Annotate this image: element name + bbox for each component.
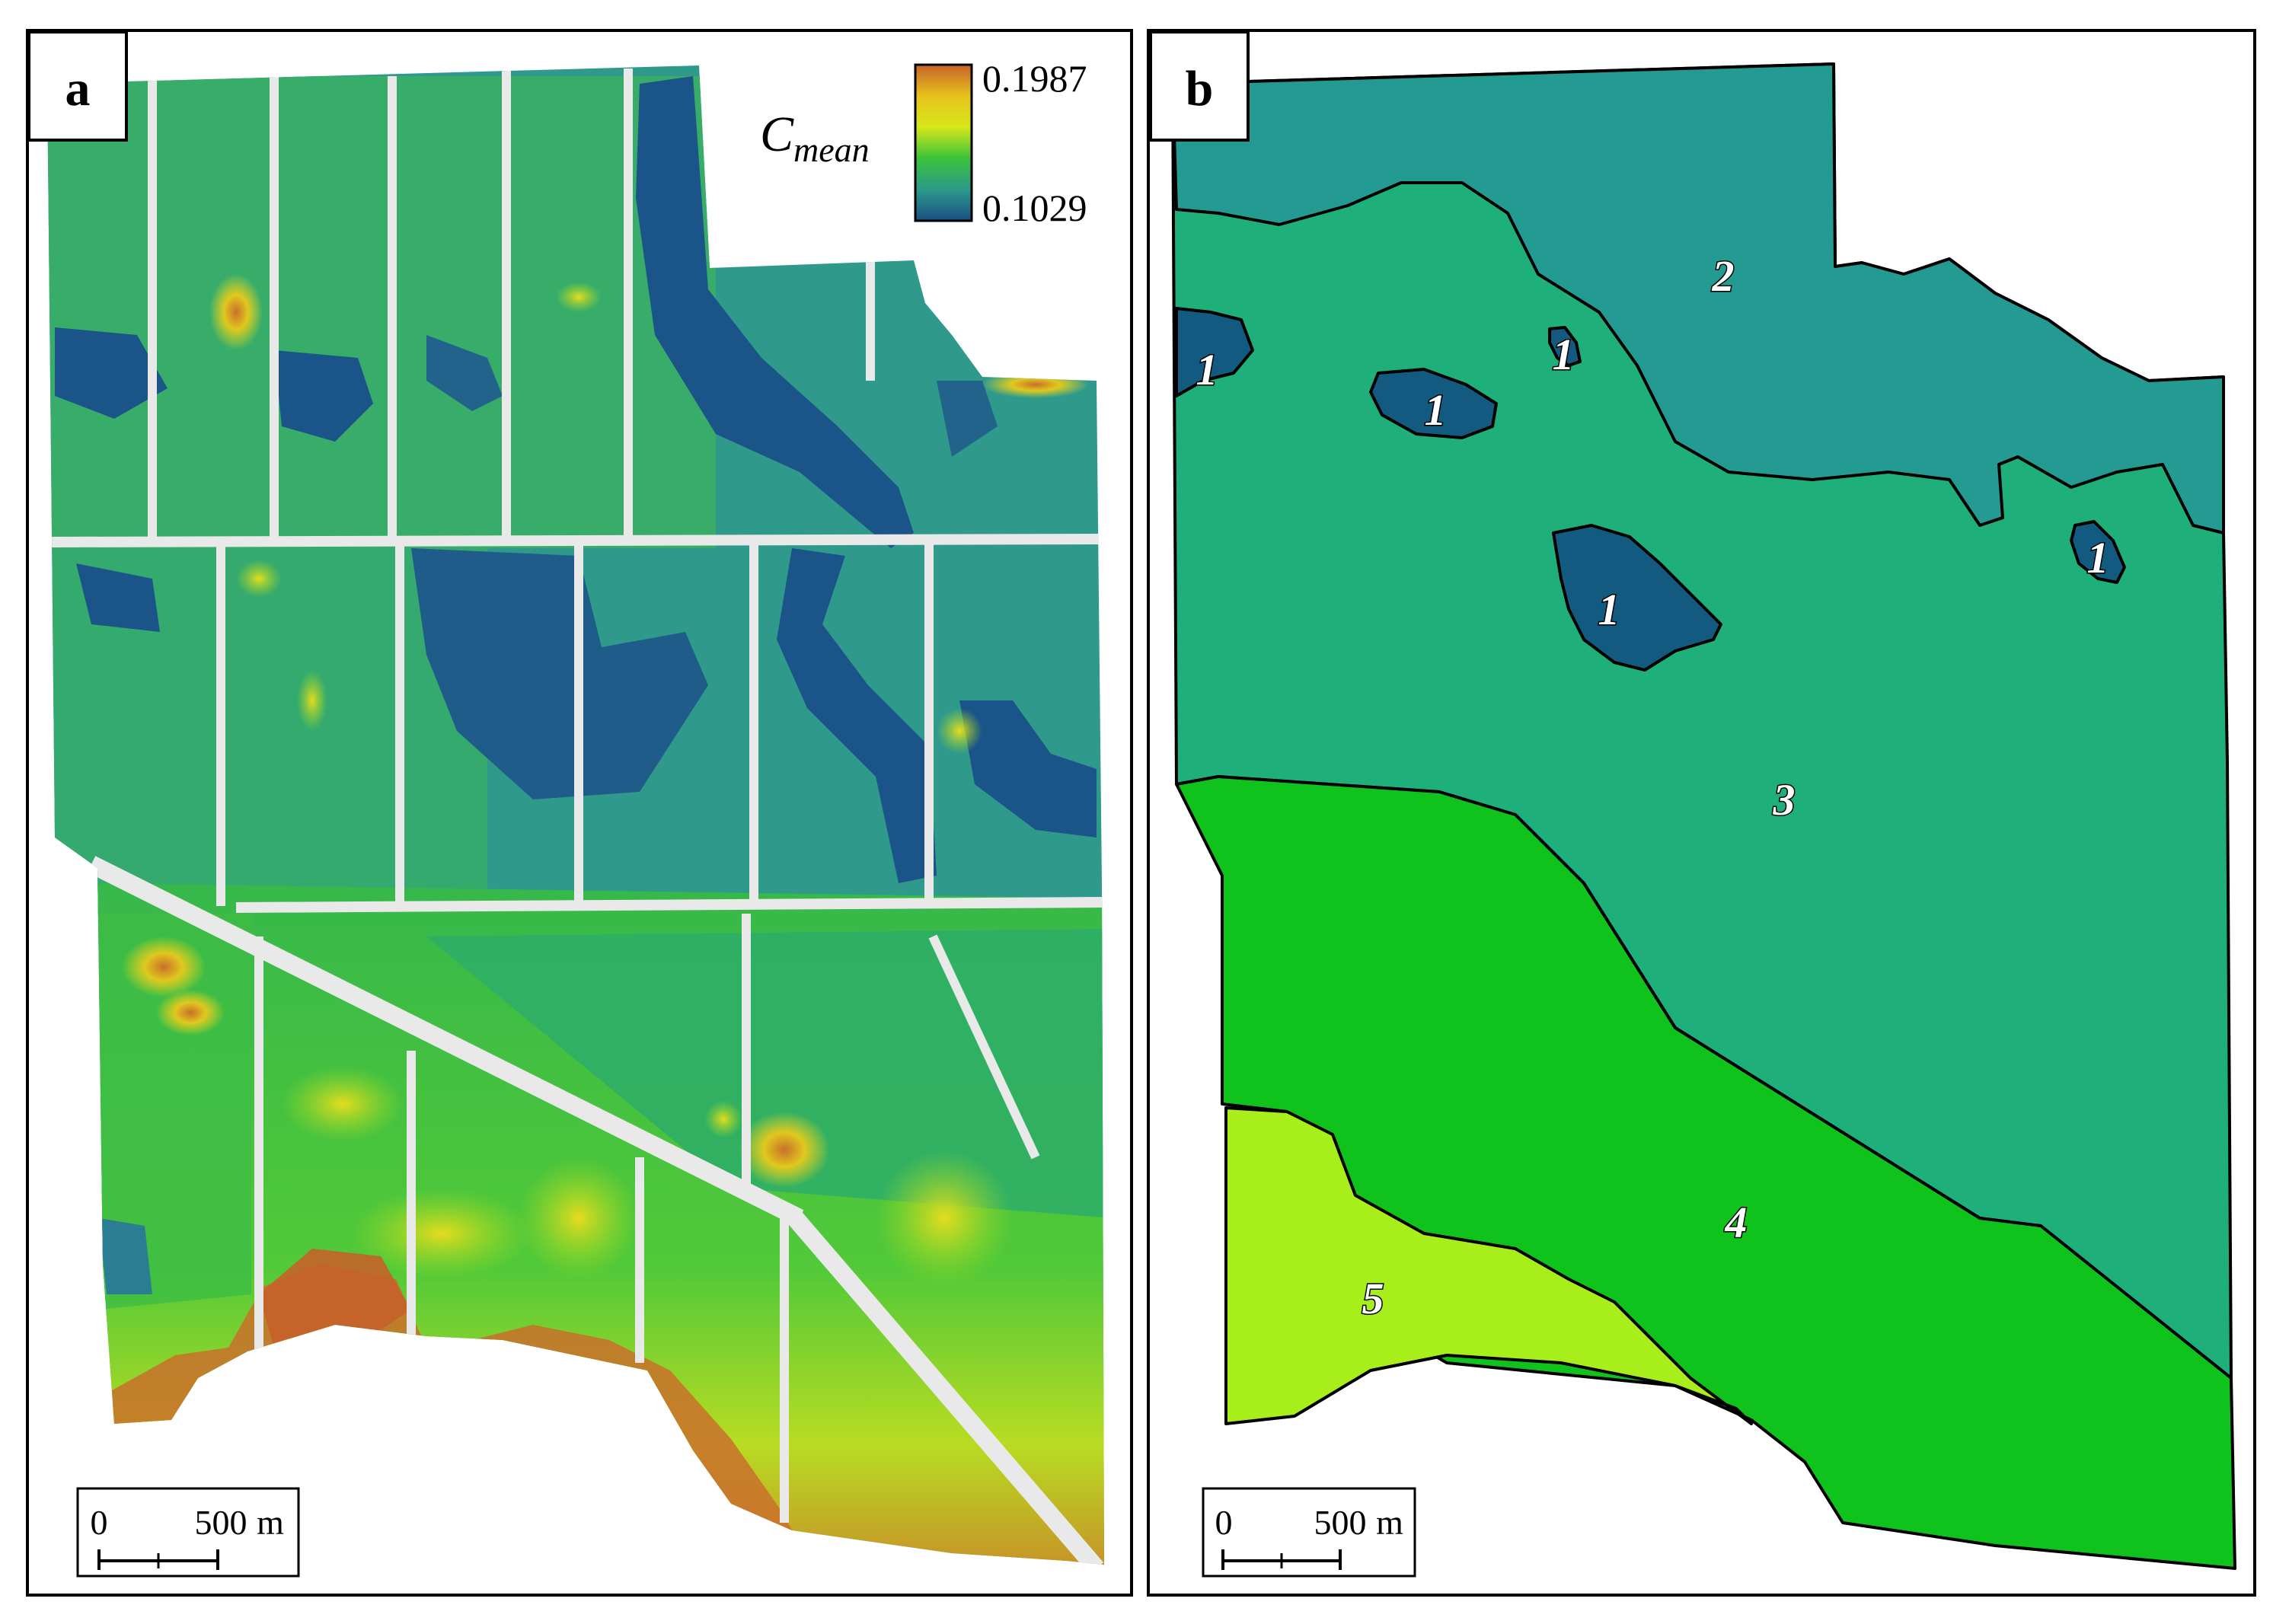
color-legend: 0.1987 0.1029 Cmean — [760, 57, 1087, 229]
panel-a-scale-bar: 0 500 m — [76, 1487, 300, 1578]
zone-label-4: 4 — [1725, 1198, 1748, 1247]
panel-a-scale-zero: 0 — [91, 1503, 108, 1542]
panel-a-letter-box — [27, 30, 128, 142]
raster-map — [47, 65, 1104, 1565]
legend-title-main: C — [760, 107, 794, 162]
panel-b: 1 1 1 1 1 2 3 4 5 b 0 500 m — [1147, 29, 2256, 1597]
field-roads — [47, 69, 1104, 1565]
zone-2-polygon — [1171, 62, 2225, 534]
zone-1-polygon-e — [2070, 520, 2126, 584]
zone-5-polygon — [1224, 1106, 1753, 1425]
panel-a-letter: a — [65, 61, 91, 116]
zone-1-polygon-c — [1548, 326, 1582, 367]
panel-b-scale-bar: 0 500 m — [1202, 1487, 1416, 1578]
panel-b-scale-unit: m — [1376, 1503, 1403, 1542]
zone-label-1a: 1 — [1196, 345, 1218, 394]
zone-1-polygon-d — [1552, 524, 1722, 672]
zone-label-1c: 1 — [1553, 330, 1575, 379]
zone-label-3: 3 — [1773, 775, 1796, 825]
zone-1-polygon-a — [1175, 307, 1254, 397]
legend-title: Cmean — [760, 107, 870, 169]
panel-b-letter: b — [1186, 61, 1214, 116]
zone-label-5: 5 — [1362, 1274, 1384, 1323]
panel-a-scale-distance: 500 — [195, 1503, 247, 1542]
zone-label-1e: 1 — [2087, 533, 2109, 582]
legend-title-subscript: mean — [793, 130, 870, 169]
panel-a: 0.1987 0.1029 Cmean a 0 500 m — [26, 29, 1133, 1597]
panel-b-scale-distance: 500 — [1314, 1503, 1367, 1542]
panel-b-letter-box — [1149, 30, 1250, 142]
legend-max-label: 0.1987 — [982, 57, 1087, 100]
zone-label-2: 2 — [1712, 251, 1735, 301]
legend-gradient-bar — [914, 63, 973, 222]
zone-1-polygon-b — [1369, 368, 1498, 439]
zone-label-1b: 1 — [1425, 385, 1447, 435]
legend-min-label: 0.1029 — [982, 187, 1087, 229]
zone-map: 1 1 1 1 1 2 3 4 5 — [1171, 62, 2236, 1570]
panel-b-scale-zero: 0 — [1215, 1503, 1233, 1542]
zone-label-1d: 1 — [1598, 585, 1620, 634]
panel-a-scale-unit: m — [257, 1503, 284, 1542]
